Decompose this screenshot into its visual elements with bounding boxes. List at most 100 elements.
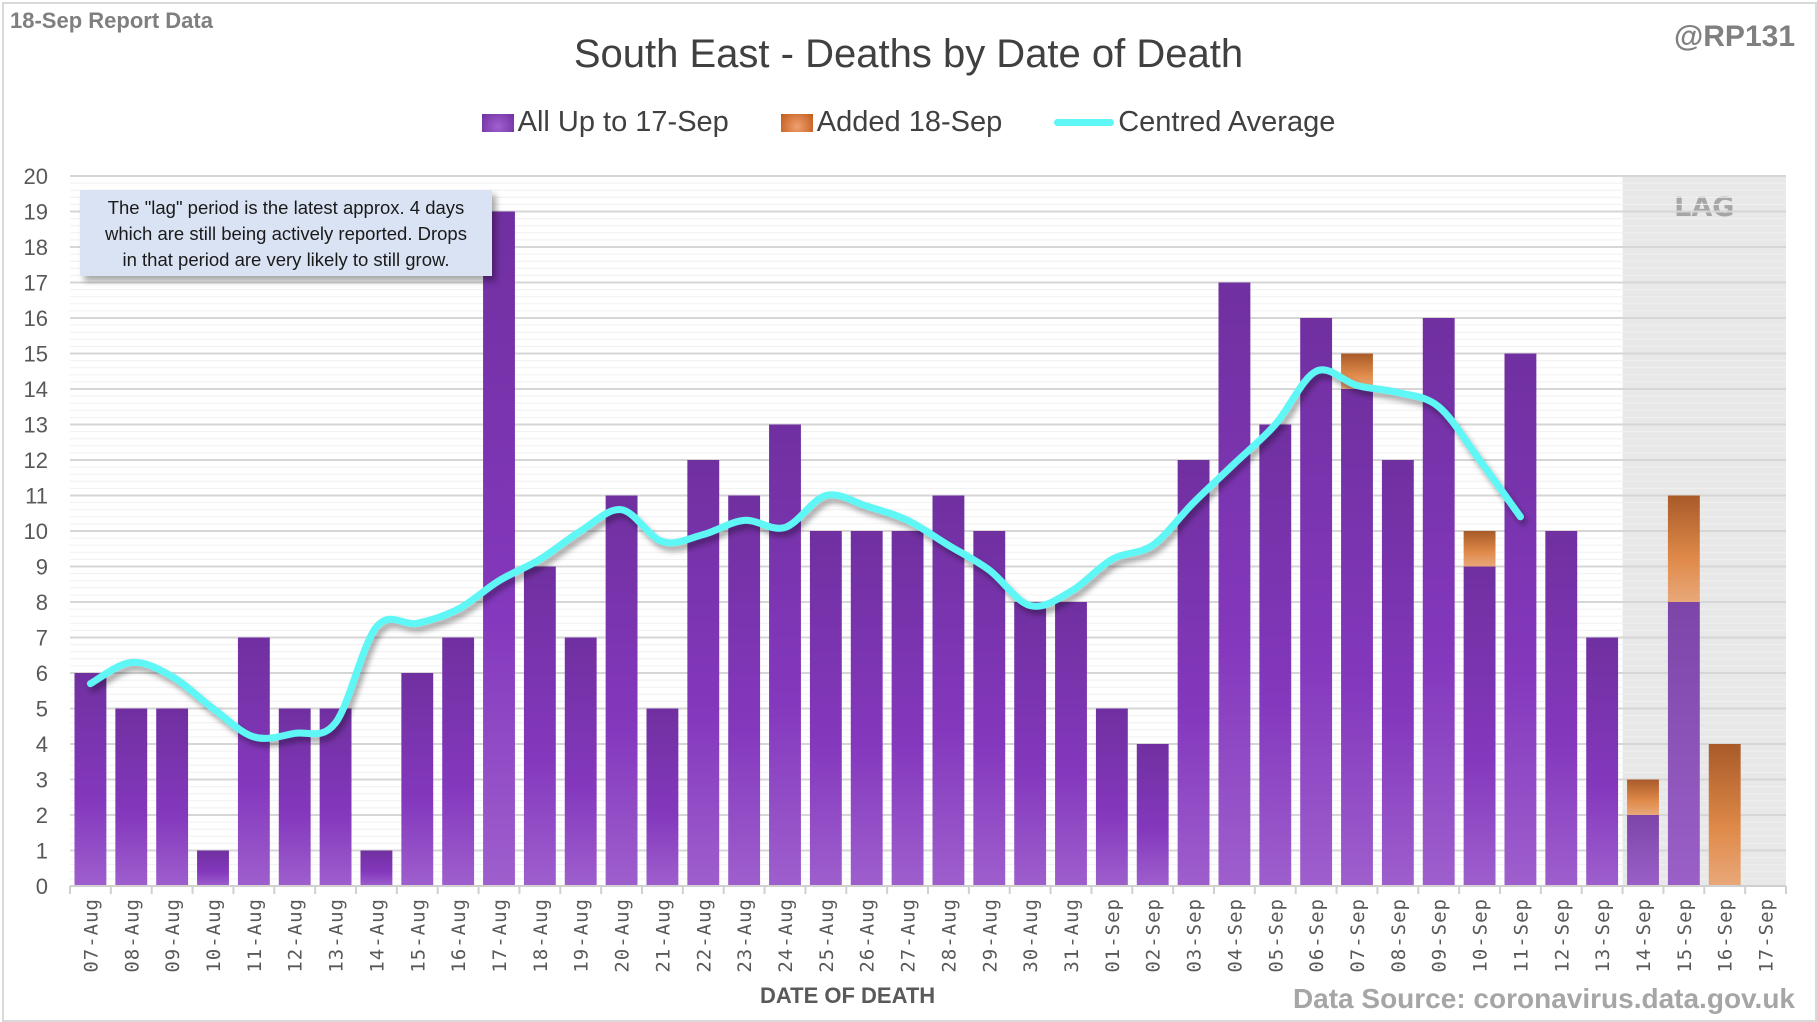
bar-base	[646, 708, 679, 886]
x-tick-label: 09-Aug	[162, 898, 184, 973]
y-tick-label: 12	[24, 448, 48, 473]
y-tick-label: 0	[36, 874, 48, 899]
y-tick-label: 18	[24, 235, 48, 260]
x-tick-label: 10-Sep	[1470, 898, 1492, 973]
legend-label-base: All Up to 17-Sep	[517, 106, 729, 138]
bar-base	[1504, 353, 1537, 886]
bar-base	[1218, 282, 1251, 886]
x-tick-label: 16-Aug	[448, 898, 470, 973]
bar-base	[74, 673, 107, 886]
x-tick-label: 16-Sep	[1715, 898, 1737, 973]
legend-swatch-base	[481, 113, 514, 132]
x-tick-label: 28-Aug	[938, 898, 960, 973]
y-tick-label: 17	[24, 271, 48, 296]
bar-base	[523, 566, 556, 886]
bar-base	[1627, 815, 1659, 886]
bar-base	[769, 424, 801, 886]
centred-average-line	[86, 366, 1524, 742]
x-tick-label: 24-Aug	[775, 898, 797, 973]
y-tick-label: 9	[36, 555, 48, 580]
x-tick-label: 30-Aug	[1020, 898, 1042, 973]
bar-base	[1095, 708, 1128, 886]
x-tick-label: 06-Sep	[1306, 898, 1328, 973]
x-tick-label: 27-Aug	[898, 898, 920, 973]
bar-base	[809, 531, 842, 886]
bar-base	[360, 850, 393, 886]
bar-base	[1463, 566, 1496, 886]
bar-added	[1708, 744, 1741, 886]
x-tick-label: 17-Sep	[1756, 898, 1778, 973]
chart-title: South East - Deaths by Date of Death	[573, 32, 1244, 76]
y-tick-label: 10	[24, 519, 48, 544]
y-tick-label: 20	[24, 164, 48, 189]
bar-base	[932, 495, 965, 886]
x-tick-label: 13-Sep	[1592, 898, 1614, 973]
annotation-line-1: The "lag" period is the latest approx. 4…	[107, 197, 465, 218]
x-tick-label: 26-Aug	[857, 898, 879, 973]
bar-base	[1259, 424, 1292, 886]
x-tick-label: 13-Aug	[326, 898, 348, 973]
y-tick-label: 8	[36, 590, 48, 615]
y-tick-label: 1	[36, 839, 48, 864]
legend: All Up to 17-Sep Added 18-Sep Centred Av…	[0, 106, 1817, 139]
bar-base	[197, 850, 229, 886]
x-tick-label: 11-Sep	[1510, 898, 1532, 973]
bar-base	[1381, 460, 1414, 886]
y-tick-label: 2	[36, 803, 48, 828]
x-tick-label: 07-Sep	[1347, 898, 1369, 973]
x-tick-label: 15-Aug	[407, 898, 429, 973]
x-tick-label: 29-Aug	[979, 898, 1001, 973]
bar-base	[1586, 637, 1619, 886]
y-tick-label: 11	[25, 484, 48, 509]
x-tick-label: 08-Aug	[121, 898, 143, 973]
x-tick-label: 25-Aug	[816, 898, 838, 973]
bar-base	[564, 637, 597, 886]
legend-swatch-average	[1054, 119, 1115, 126]
bar-base	[319, 708, 352, 886]
bar-base	[605, 495, 638, 886]
y-tick-label: 4	[36, 732, 48, 757]
bar-base	[1300, 318, 1333, 886]
bar-added	[1627, 779, 1659, 815]
x-tick-label: 12-Sep	[1551, 898, 1573, 973]
annotation-line-3: in that period are very likely to still …	[122, 249, 450, 270]
bar-base	[401, 673, 434, 886]
bar-added	[1463, 531, 1496, 567]
x-tick-label: 17-Aug	[489, 898, 511, 973]
x-tick-label: 14-Sep	[1633, 898, 1655, 973]
bar-base	[1014, 602, 1047, 886]
bar-base	[115, 708, 148, 886]
x-tick-label: 22-Aug	[693, 898, 715, 973]
x-tick-label: 09-Sep	[1429, 898, 1451, 973]
x-tick-label: 07-Aug	[80, 898, 102, 973]
bar-base	[1055, 602, 1087, 886]
legend-swatch-added	[780, 113, 813, 132]
bar-base	[1545, 531, 1578, 886]
x-tick-label: 31-Aug	[1061, 898, 1083, 973]
y-tick-label: 13	[24, 413, 48, 438]
author-handle: @RP131	[1674, 20, 1795, 53]
legend-item-added: Added 18-Sep	[780, 106, 1003, 139]
x-tick-label: 04-Sep	[1224, 898, 1246, 973]
x-tick-label: 18-Aug	[530, 898, 552, 973]
x-tick-label: 19-Aug	[571, 898, 593, 973]
legend-label-added: Added 18-Sep	[816, 106, 1003, 138]
x-tick-label: 05-Sep	[1265, 898, 1287, 973]
legend-item-base: All Up to 17-Sep	[481, 106, 729, 139]
y-tick-label: 6	[36, 661, 48, 686]
data-source: Data Source: coronavirus.data.gov.uk	[1292, 983, 1795, 1014]
y-tick-label: 15	[24, 342, 48, 367]
legend-label-average: Centred Average	[1118, 106, 1336, 138]
bar-base	[973, 531, 1006, 886]
y-tick-label: 14	[24, 377, 48, 402]
report-label: 18-Sep Report Data	[10, 8, 213, 33]
x-tick-label: 03-Sep	[1184, 898, 1206, 973]
bar-base	[728, 495, 761, 886]
x-tick-label: 21-Aug	[652, 898, 674, 973]
x-tick-label: 12-Aug	[285, 898, 307, 973]
y-tick-label: 3	[36, 768, 48, 793]
x-axis-title: DATE OF DEATH	[760, 983, 936, 1008]
bar-base	[1341, 389, 1373, 886]
bar-base	[1177, 460, 1210, 886]
